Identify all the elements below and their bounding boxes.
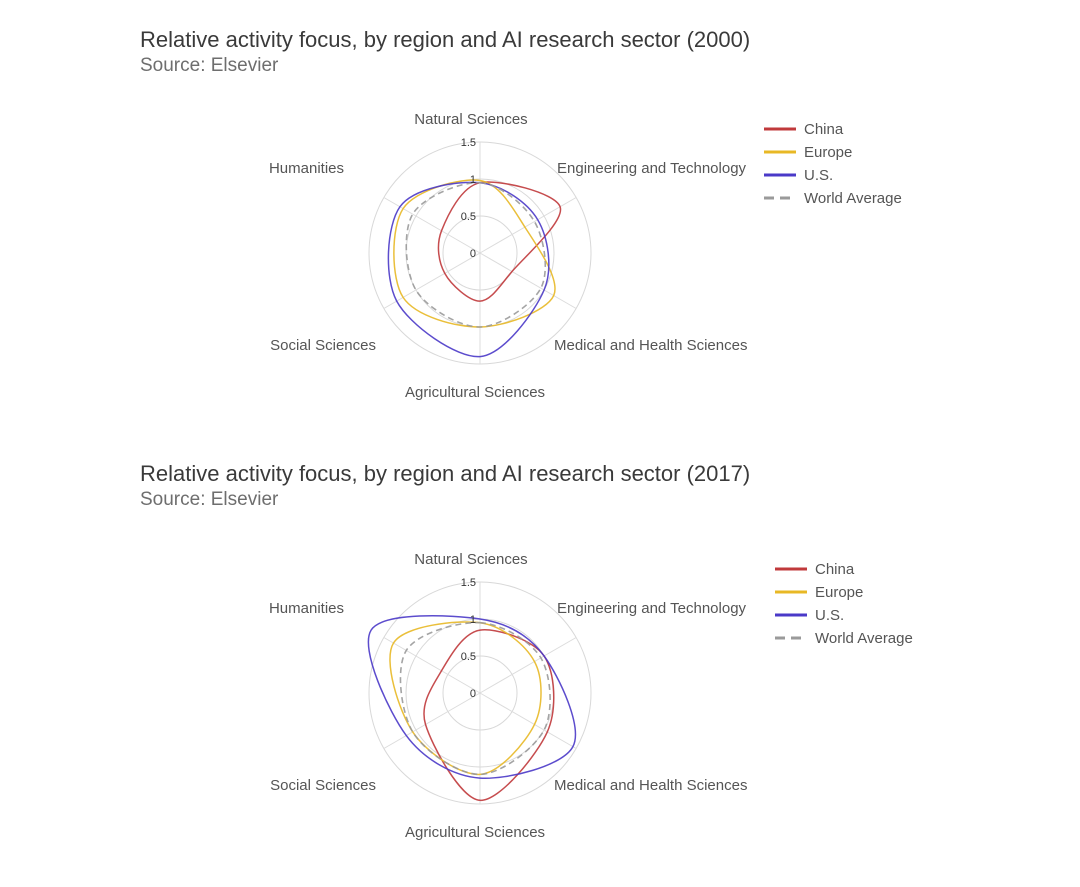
tick-label: 1.5 xyxy=(461,577,476,589)
grid-spoke xyxy=(383,252,481,309)
series-line-china xyxy=(423,629,555,802)
category-label-engineering-and-technology: Engineering and Technology xyxy=(557,160,747,177)
grid-spoke xyxy=(479,637,577,694)
grid-spoke xyxy=(479,252,577,309)
legend-label-europe: Europe xyxy=(815,584,863,601)
grid-spoke xyxy=(479,692,577,749)
series-line-europe xyxy=(389,621,542,776)
category-labels: Natural Sciences Engineering and Technolo… xyxy=(269,111,747,401)
series-line-u-s xyxy=(367,615,577,779)
series-line-world-average xyxy=(405,181,547,328)
tick-label: 1 xyxy=(470,614,476,626)
chart-title: Relative activity focus, by region and A… xyxy=(140,461,751,486)
legend-label-china: China xyxy=(804,121,844,138)
radar-series xyxy=(387,179,562,358)
chart-title: Relative activity focus, by region and A… xyxy=(140,27,751,52)
legend-label-world-average: World Average xyxy=(804,190,902,207)
chart-source: Source: Elsevier xyxy=(140,489,279,510)
radar-series xyxy=(367,615,577,802)
tick-label: 0 xyxy=(470,248,476,260)
category-label-natural-sciences: Natural Sciences xyxy=(414,111,527,128)
category-label-medical-and-health-sciences: Medical and Health Sciences xyxy=(554,337,747,354)
tick-label: 0.5 xyxy=(461,651,476,663)
grid-spoke xyxy=(383,197,481,254)
grid-spoke xyxy=(479,197,577,254)
tick-label: 0.5 xyxy=(461,211,476,223)
category-label-engineering-and-technology: Engineering and Technology xyxy=(557,600,747,617)
radar-grid xyxy=(368,141,592,365)
category-label-agricultural-sciences: Agricultural Sciences xyxy=(405,384,545,401)
category-label-social-sciences: Social Sciences xyxy=(270,337,376,354)
grid-spoke xyxy=(383,692,481,749)
category-label-humanities: Humanities xyxy=(269,160,344,177)
tick-label: 1 xyxy=(470,174,476,186)
radar-chart-2000: 0 0.5 1 1.5 Natural Sciences Engineering and … xyxy=(269,111,902,401)
legend: China Europe U.S. World Average xyxy=(775,561,913,647)
grid-spoke xyxy=(383,637,481,694)
legend-label-europe: Europe xyxy=(804,144,852,161)
series-line-world-average xyxy=(399,621,551,776)
chart-source: Source: Elsevier xyxy=(140,55,279,76)
category-label-medical-and-health-sciences: Medical and Health Sciences xyxy=(554,777,747,794)
series-line-china xyxy=(437,181,562,302)
legend: China Europe U.S. World Average xyxy=(764,121,902,207)
category-labels: Natural Sciences Engineering and Technolo… xyxy=(269,551,747,841)
radar-chart-2017: 0 0.5 1 1.5 Natural Sciences Engineering and … xyxy=(269,551,913,841)
radial-ticks: 0 0.5 1 1.5 xyxy=(461,577,476,700)
legend-label-u-s: U.S. xyxy=(815,607,844,624)
legend-label-china: China xyxy=(815,561,855,578)
legend-label-world-average: World Average xyxy=(815,630,913,647)
category-label-natural-sciences: Natural Sciences xyxy=(414,551,527,568)
legend-label-u-s: U.S. xyxy=(804,167,833,184)
radial-ticks: 0 0.5 1 1.5 xyxy=(461,137,476,260)
category-label-social-sciences: Social Sciences xyxy=(270,777,376,794)
tick-label: 1.5 xyxy=(461,137,476,149)
tick-label: 0 xyxy=(470,688,476,700)
category-label-agricultural-sciences: Agricultural Sciences xyxy=(405,824,545,841)
series-line-u-s xyxy=(387,181,550,358)
category-label-humanities: Humanities xyxy=(269,600,344,617)
